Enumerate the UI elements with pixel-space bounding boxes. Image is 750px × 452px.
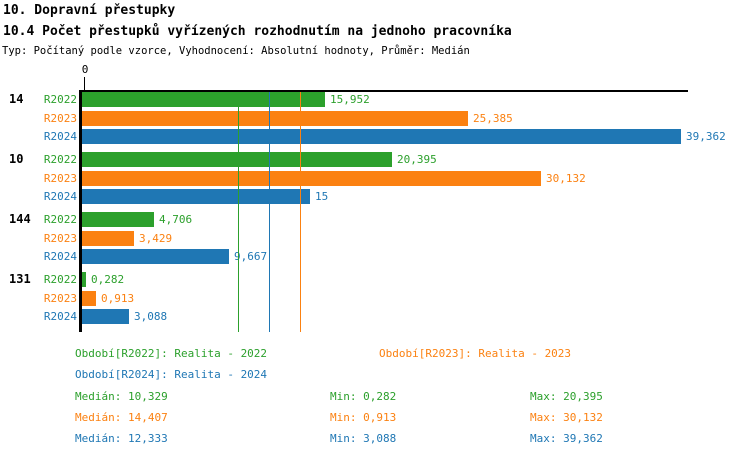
stat-min-r2023: Min: 0,913 [330,411,397,424]
stat-median-r2024: Medián: 12,333 [75,432,168,445]
series-row-label: R2023 [43,232,77,245]
bar-r2023-group-131 [82,291,96,306]
bar-r2023-group-144 [82,231,134,246]
bar-r2024-group-14 [82,129,681,144]
x-axis-line [81,90,688,92]
bar-r2022-group-14 [82,92,325,107]
stat-median-r2023: Medián: 14,407 [75,411,168,424]
report-subtitle: 10.4 Počet přestupků vyřízených rozhodnu… [3,24,512,39]
median-line-r2023 [300,92,301,332]
y-axis-line [79,90,82,332]
bar-value-label: 15,952 [330,93,370,106]
bar-value-label: 0,913 [101,292,135,305]
legend-item-r2023: Období[R2023]: Realita - 2023 [379,347,572,360]
bar-value-label: 0,282 [91,273,125,286]
bar-value-label: 3,088 [134,310,168,323]
series-row-label: R2023 [43,292,77,305]
bar-r2024-group-131 [82,309,129,324]
bar-value-label: 15 [315,190,329,203]
bar-value-label: 20,395 [397,153,437,166]
legend-item-r2024: Období[R2024]: Realita - 2024 [75,368,268,381]
series-row-label: R2022 [43,153,77,166]
group-label: 14 [9,92,24,106]
bar-value-label: 9,667 [234,250,268,263]
series-row-label: R2024 [43,250,77,263]
bar-r2023-group-10 [82,171,541,186]
stat-max-r2022: Max: 20,395 [530,390,603,403]
series-row-label: R2022 [43,213,77,226]
median-line-r2024 [269,92,270,332]
series-row-label: R2024 [43,310,77,323]
stat-max-r2024: Max: 39,362 [530,432,603,445]
group-label: 10 [9,152,24,166]
median-line-r2022 [238,92,239,332]
series-row-label: R2022 [43,93,77,106]
bar-value-label: 3,429 [139,232,173,245]
series-row-label: R2022 [43,273,77,286]
bar-value-label: 4,706 [159,213,193,226]
bar-r2022-group-10 [82,152,392,167]
bar-r2024-group-144 [82,249,229,264]
x-axis-zero-tick [84,77,85,90]
bar-r2024-group-10 [82,189,310,204]
bar-r2022-group-144 [82,212,154,227]
report-title: 10. Dopravní přestupky [3,3,176,18]
stat-min-r2024: Min: 3,088 [330,432,397,445]
group-label: 144 [9,212,31,226]
series-row-label: R2024 [43,130,77,143]
report-meta: Typ: Počítaný podle vzorce, Vyhodnocení:… [2,45,470,57]
group-label: 131 [9,272,31,286]
bar-value-label: 39,362 [686,130,726,143]
stat-median-r2022: Medián: 10,329 [75,390,168,403]
bar-r2022-group-131 [82,272,86,287]
bar-value-label: 25,385 [473,112,513,125]
series-row-label: R2023 [43,112,77,125]
stat-max-r2023: Max: 30,132 [530,411,603,424]
bar-value-label: 30,132 [546,172,586,185]
stat-min-r2022: Min: 0,282 [330,390,397,403]
series-row-label: R2023 [43,172,77,185]
x-axis-zero-tick-label: 0 [81,63,89,76]
bar-r2023-group-14 [82,111,468,126]
legend-item-r2022: Období[R2022]: Realita - 2022 [75,347,268,360]
series-row-label: R2024 [43,190,77,203]
